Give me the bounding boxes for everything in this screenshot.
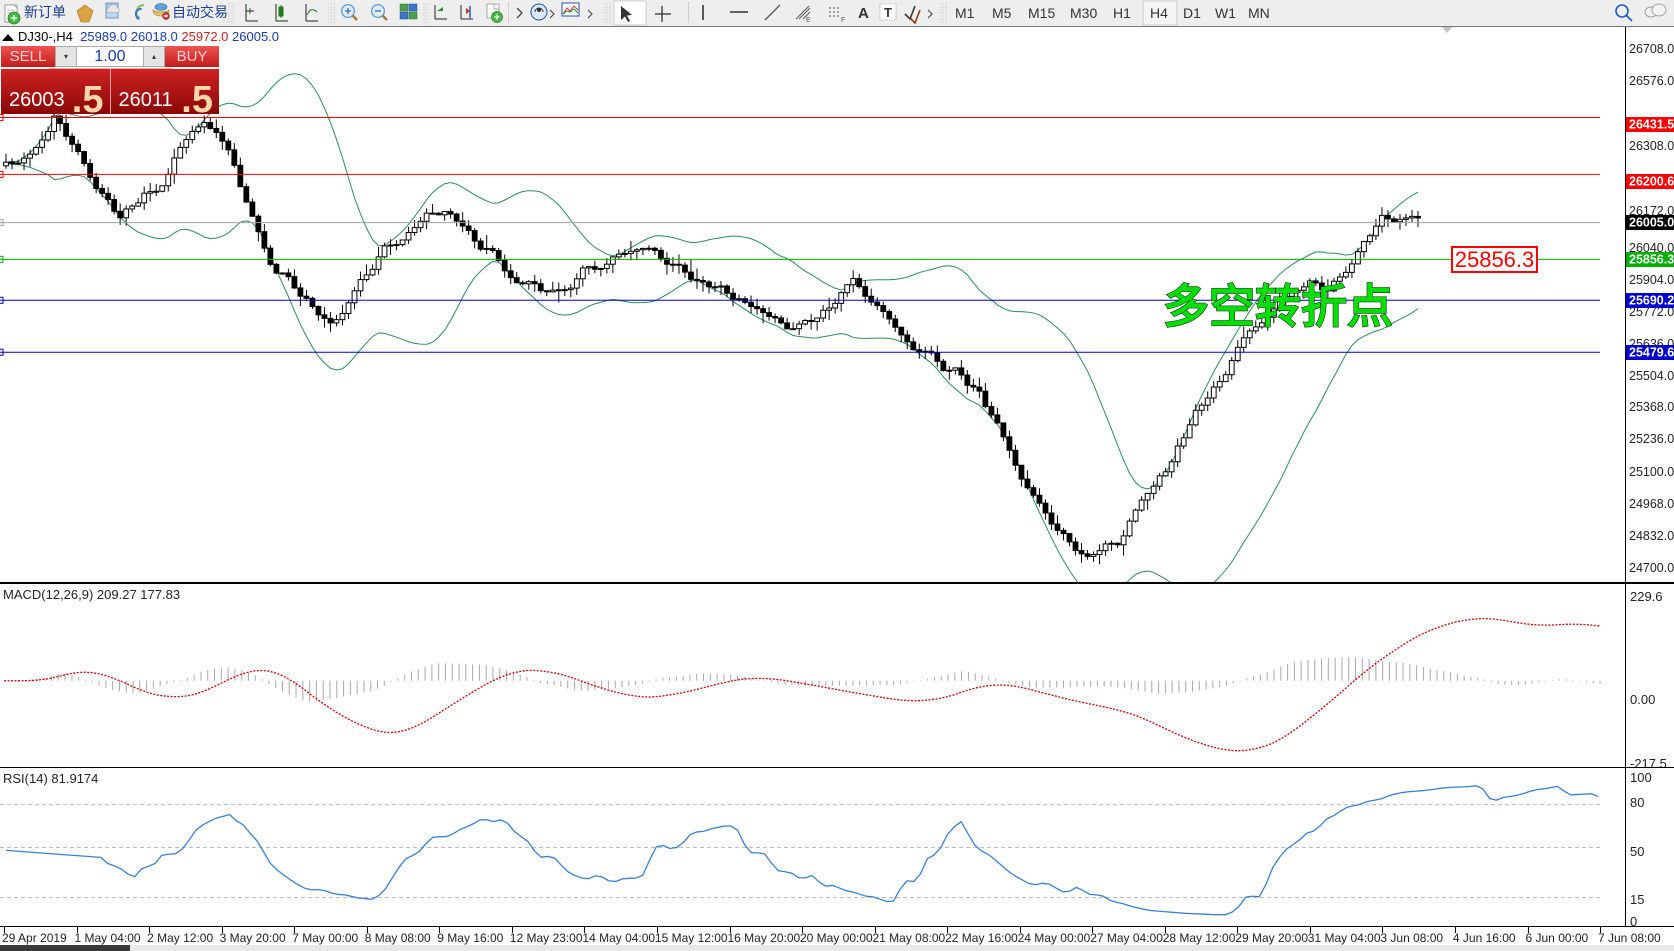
svg-text:25904.0: 25904.0 (1629, 273, 1674, 287)
svg-text:25479.6: 25479.6 (1629, 346, 1674, 360)
svg-text:24832.0: 24832.0 (1629, 529, 1674, 543)
svg-text:H1: H1 (1113, 5, 1131, 21)
svg-text:24700.0: 24700.0 (1629, 561, 1674, 575)
svg-text:25368.0: 25368.0 (1629, 400, 1674, 414)
svg-text:26708.0: 26708.0 (1629, 42, 1674, 56)
svg-text:26308.0: 26308.0 (1629, 139, 1674, 153)
svg-text:A: A (858, 5, 869, 22)
svg-text:M30: M30 (1070, 5, 1097, 21)
svg-text:T: T (884, 5, 892, 20)
svg-text:26005.0: 26005.0 (1629, 216, 1674, 230)
svg-text:自动交易: 自动交易 (172, 4, 228, 20)
svg-text:25690.2: 25690.2 (1629, 294, 1674, 308)
svg-text:W1: W1 (1215, 5, 1236, 21)
svg-text:H4: H4 (1150, 5, 1168, 21)
svg-text:25100.0: 25100.0 (1629, 465, 1674, 479)
svg-text:E: E (806, 17, 811, 24)
svg-text:25856.3: 25856.3 (1629, 253, 1674, 267)
svg-text:25236.0: 25236.0 (1629, 432, 1674, 446)
svg-text:F: F (841, 17, 845, 24)
svg-text:MN: MN (1248, 5, 1270, 21)
svg-text:新订单: 新订单 (24, 4, 66, 20)
svg-text:M15: M15 (1028, 5, 1055, 21)
svg-text:M5: M5 (992, 5, 1012, 21)
svg-text:M1: M1 (955, 5, 975, 21)
svg-text:D1: D1 (1183, 5, 1201, 21)
svg-text:25504.0: 25504.0 (1629, 369, 1674, 383)
svg-text:26431.5: 26431.5 (1629, 118, 1674, 132)
svg-text:26576.0: 26576.0 (1629, 74, 1674, 88)
svg-text:24968.0: 24968.0 (1629, 497, 1674, 511)
svg-text:26200.6: 26200.6 (1629, 175, 1674, 189)
